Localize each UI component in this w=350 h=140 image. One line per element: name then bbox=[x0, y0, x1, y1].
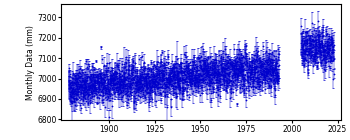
Y-axis label: Monthly Data (mm): Monthly Data (mm) bbox=[26, 25, 35, 100]
